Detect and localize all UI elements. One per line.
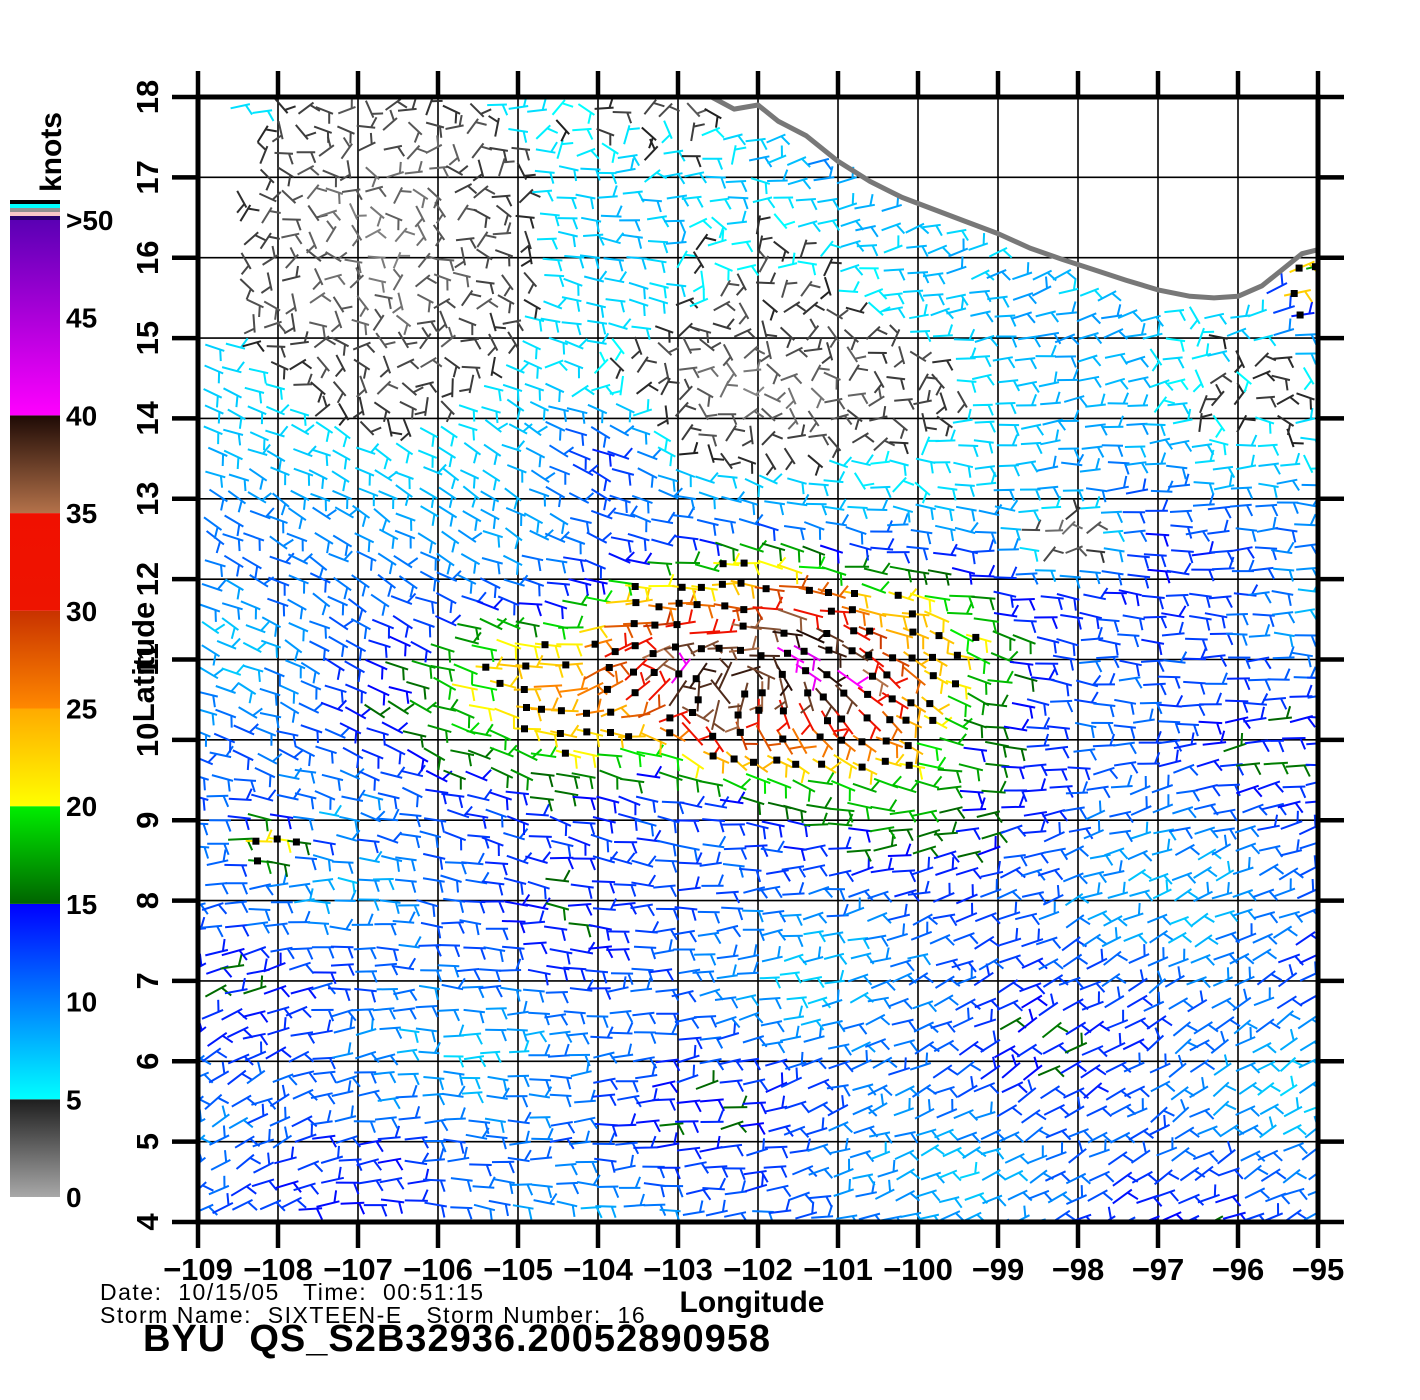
y-tick-label: 8 bbox=[130, 892, 165, 909]
y-tick-label: 18 bbox=[130, 80, 165, 114]
y-tick-label: 12 bbox=[130, 562, 165, 596]
x-tick-label: −109 bbox=[163, 1252, 233, 1287]
coastline-path bbox=[709, 97, 1318, 301]
y-axis-title: Latitude bbox=[126, 601, 161, 723]
y-tick-label: 10 bbox=[130, 723, 165, 757]
x-tick-label: −98 bbox=[1052, 1252, 1105, 1287]
x-tick-label: −107 bbox=[323, 1252, 393, 1287]
axis-ticks bbox=[172, 71, 1344, 1248]
colorbar-tick-label: 0 bbox=[66, 1182, 82, 1213]
colorbar-tick-label: >50 bbox=[66, 205, 114, 236]
x-tick-label: −106 bbox=[403, 1252, 473, 1287]
colorbar-tick-label: 40 bbox=[66, 400, 97, 431]
y-tick-label: 11 bbox=[130, 643, 165, 676]
grid-lines bbox=[198, 97, 1318, 1222]
x-tick-label: −101 bbox=[803, 1252, 873, 1287]
plot-title: BYU QS_S2B32936.20052890958 bbox=[143, 1318, 772, 1360]
x-tick-label: −103 bbox=[643, 1252, 713, 1287]
colorbar: >50 45 40 35 30 25 20 15 10 5 0 bbox=[10, 200, 114, 1213]
y-tick-label: 9 bbox=[130, 812, 165, 829]
colorbar-units-label: knots bbox=[35, 112, 68, 193]
y-tick-label: 7 bbox=[130, 972, 165, 989]
x-tick-label: −99 bbox=[972, 1252, 1025, 1287]
colorbar-overflow-stripe bbox=[10, 216, 60, 220]
y-tick-labels: 4 5 6 7 8 9 10 11 12 13 14 15 16 17 18 bbox=[130, 80, 165, 1231]
y-tick-label: 15 bbox=[130, 321, 165, 355]
x-tick-label: −108 bbox=[243, 1252, 313, 1287]
x-tick-label: −105 bbox=[483, 1252, 553, 1287]
colorbar-segment bbox=[10, 903, 60, 1100]
x-tick-label: −95 bbox=[1292, 1252, 1345, 1287]
colorbar-overflow-stripe bbox=[10, 204, 60, 208]
colorbar-tick-label: 10 bbox=[66, 987, 97, 1018]
x-axis-title: Longitude bbox=[679, 1286, 825, 1319]
colorbar-segment bbox=[10, 806, 60, 904]
storm-info-line: Storm Name: SIXTEEN-E Storm Number: 16 bbox=[100, 1302, 647, 1328]
colorbar-segment bbox=[10, 220, 60, 416]
colorbar-tick-label: 5 bbox=[66, 1084, 82, 1115]
colorbar-segment bbox=[10, 708, 60, 807]
colorbar-tick-label: 15 bbox=[66, 889, 97, 920]
date-time-line: Date: 10/15/05 Time: 00:51:15 bbox=[100, 1279, 485, 1305]
colorbar-segment bbox=[10, 610, 60, 709]
x-tick-label: −96 bbox=[1212, 1252, 1265, 1287]
colorbar-overflow-stripe bbox=[10, 200, 60, 204]
x-tick-labels: −109 −108 −107 −106 −105 −104 −103 −102 −101 −100… bbox=[163, 1252, 1344, 1287]
colorbar-tick-label: 20 bbox=[66, 791, 97, 822]
x-tick-label: −97 bbox=[1132, 1252, 1185, 1287]
y-tick-label: 14 bbox=[130, 400, 165, 435]
colorbar-overflow-stripe bbox=[10, 212, 60, 216]
y-tick-label: 4 bbox=[130, 1213, 165, 1231]
rain-flag-markers bbox=[252, 263, 1318, 865]
wind-vectors bbox=[198, 97, 1318, 1222]
x-tick-label: −102 bbox=[723, 1252, 793, 1287]
colorbar-segment bbox=[10, 415, 60, 514]
colorbar-segment bbox=[10, 1099, 60, 1197]
y-tick-label: 16 bbox=[130, 240, 165, 274]
colorbar-tick-label: 35 bbox=[66, 498, 97, 529]
colorbar-tick-label: 30 bbox=[66, 596, 97, 627]
y-tick-label: 5 bbox=[130, 1133, 165, 1150]
colorbar-tick-label: 25 bbox=[66, 694, 97, 725]
x-tick-label: −104 bbox=[563, 1252, 634, 1287]
y-tick-label: 6 bbox=[130, 1053, 165, 1070]
y-tick-label: 13 bbox=[130, 482, 165, 516]
colorbar-overflow-stripe bbox=[10, 208, 60, 212]
colorbar-segment bbox=[10, 513, 60, 611]
colorbar-tick-label: 45 bbox=[66, 303, 97, 334]
x-tick-label: −100 bbox=[883, 1252, 953, 1287]
y-tick-label: 17 bbox=[130, 160, 165, 194]
